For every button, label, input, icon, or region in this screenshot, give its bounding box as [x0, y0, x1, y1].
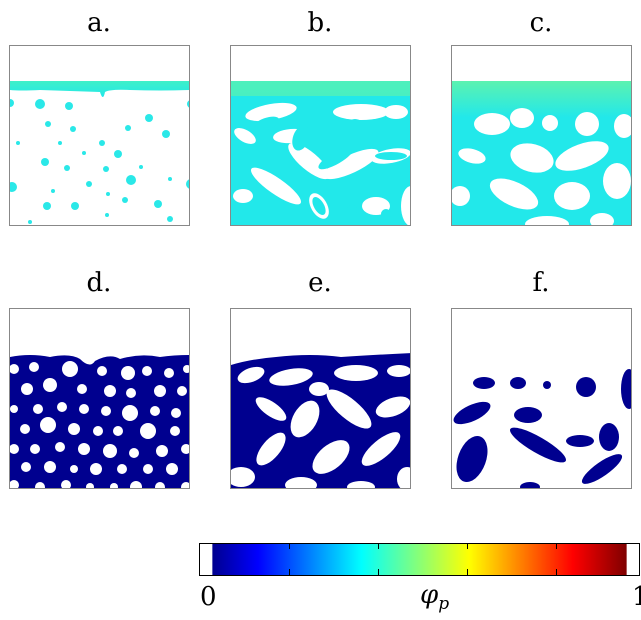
colorbar	[199, 543, 640, 576]
colorbar-variable-subscript: p	[438, 594, 450, 615]
panel-d-label: d.	[86, 268, 112, 298]
colorbar-tick	[556, 543, 557, 549]
colorbar-tick	[378, 543, 379, 549]
panel-f	[451, 308, 632, 489]
panel-e-field	[231, 353, 410, 488]
panel-a	[9, 45, 190, 226]
panel-f-field	[453, 369, 631, 488]
colorbar-tick	[467, 569, 468, 575]
panel-e-label: e.	[308, 268, 332, 298]
panel-d-field	[10, 355, 189, 488]
panel-d	[9, 308, 190, 489]
colorbar-tick	[289, 543, 290, 549]
colorbar-variable-label: φp	[420, 580, 449, 614]
colorbar-max-label: 1	[632, 582, 641, 612]
colorbar-tick	[467, 543, 468, 549]
panel-b-field	[231, 81, 410, 225]
panel-b	[230, 45, 411, 226]
colorbar-tick	[289, 569, 290, 575]
colorbar-tick	[378, 569, 379, 575]
colorbar-tick	[556, 569, 557, 575]
panel-c	[451, 45, 632, 226]
colorbar-variable: φ	[420, 580, 439, 610]
panel-b-label: b.	[307, 8, 333, 38]
panel-c-field	[452, 81, 631, 225]
panel-f-label: f.	[532, 268, 550, 298]
panel-e	[230, 308, 411, 489]
panel-a-label: a.	[87, 8, 111, 38]
panel-a-field	[10, 81, 189, 224]
colorbar-min-label: 0	[200, 582, 217, 612]
panel-c-label: c.	[529, 8, 553, 38]
